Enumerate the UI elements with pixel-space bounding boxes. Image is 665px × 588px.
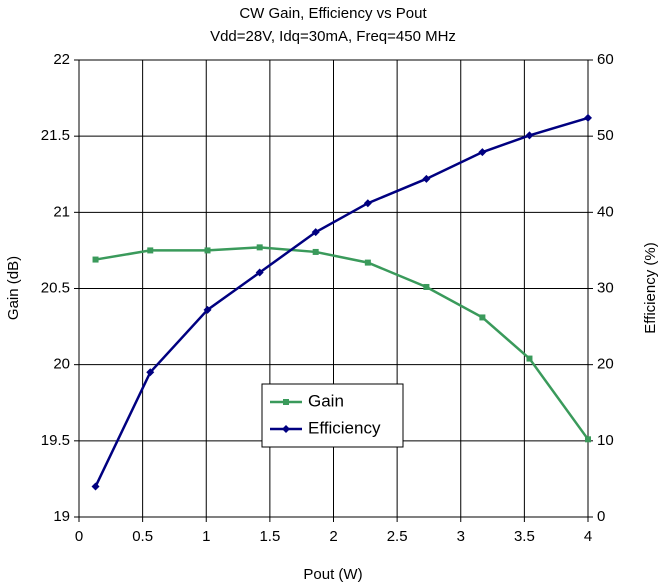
legend-label: Efficiency: [308, 418, 381, 437]
y-tick-label: 22: [53, 51, 70, 68]
y-axis-label: Gain (dB): [5, 256, 22, 320]
x-axis-label: Pout (W): [303, 566, 362, 583]
marker: [364, 259, 371, 266]
x-tick-label: 0.5: [132, 528, 153, 545]
y2-tick-label: 0: [597, 508, 605, 525]
y2-tick-label: 20: [597, 356, 614, 373]
marker: [282, 425, 290, 433]
marker: [526, 355, 533, 362]
marker: [204, 247, 211, 254]
marker: [525, 131, 534, 140]
chart-title: CW Gain, Efficiency vs Pout: [239, 5, 427, 22]
marker: [147, 247, 154, 254]
x-tick-label: 2: [329, 528, 337, 545]
marker: [283, 399, 289, 405]
y2-tick-label: 60: [597, 51, 614, 68]
marker: [423, 283, 430, 290]
y-tick-label: 19.5: [41, 432, 70, 449]
y2-tick-label: 10: [597, 432, 614, 449]
marker: [256, 244, 263, 251]
marker: [146, 368, 155, 377]
x-tick-label: 1: [202, 528, 210, 545]
marker: [311, 228, 320, 237]
marker: [255, 268, 264, 277]
marker: [584, 113, 592, 122]
y2-tick-label: 50: [597, 127, 614, 144]
marker: [585, 436, 591, 443]
marker: [422, 174, 431, 183]
x-tick-label: 3: [457, 528, 465, 545]
marker: [92, 256, 99, 263]
y2-tick-label: 40: [597, 203, 614, 220]
y-tick-label: 20: [53, 356, 70, 373]
marker: [479, 314, 486, 321]
marker: [91, 482, 100, 491]
x-tick-label: 2.5: [387, 528, 408, 545]
x-tick-label: 1.5: [259, 528, 280, 545]
x-tick-label: 0: [75, 528, 83, 545]
marker: [312, 248, 319, 255]
y2-tick-label: 30: [597, 279, 614, 296]
marker: [363, 199, 372, 208]
y-tick-label: 21: [53, 203, 70, 220]
y-tick-label: 21.5: [41, 127, 70, 144]
marker: [203, 305, 212, 314]
legend-label: Gain: [308, 391, 344, 410]
y2-axis-label: Efficiency (%): [642, 242, 659, 333]
series-line: [95, 246, 590, 441]
series-line: [94, 116, 589, 488]
y-tick-label: 20.5: [41, 279, 70, 296]
legend: [261, 383, 404, 448]
chart-subtitle: Vdd=28V, Idq=30mA, Freq=450 MHz: [210, 28, 456, 45]
x-tick-label: 4: [584, 528, 592, 545]
y-tick-label: 19: [53, 508, 70, 525]
x-tick-label: 3.5: [514, 528, 535, 545]
marker: [478, 148, 487, 157]
